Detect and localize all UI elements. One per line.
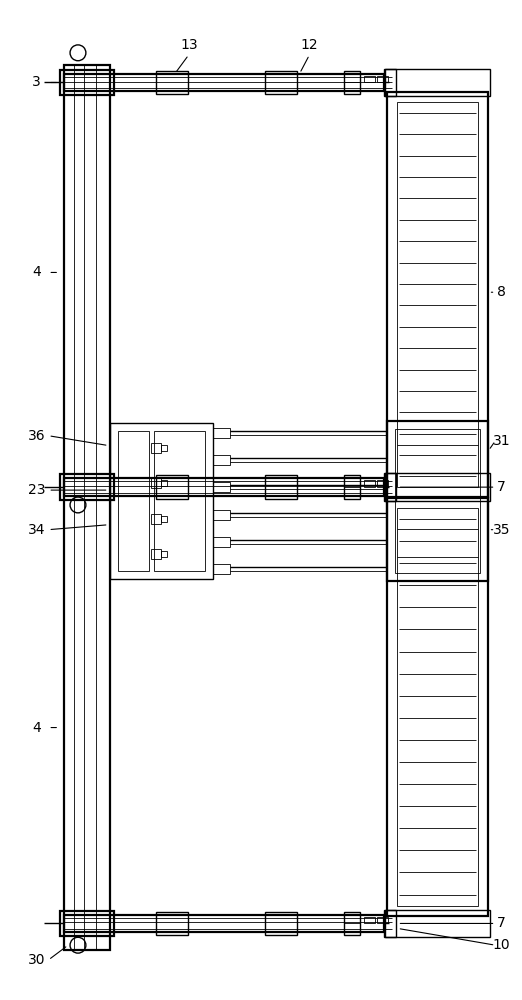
Bar: [397, 508, 478, 906]
Bar: [387, 421, 488, 581]
Text: 3: 3: [32, 75, 41, 89]
Bar: [151, 514, 161, 524]
Bar: [117, 431, 149, 571]
Text: 8: 8: [497, 285, 506, 299]
Bar: [384, 910, 396, 937]
Text: 31: 31: [493, 434, 510, 448]
Bar: [156, 71, 188, 94]
Text: 7: 7: [497, 480, 506, 494]
Text: 4: 4: [32, 721, 41, 735]
Bar: [64, 65, 110, 950]
Bar: [344, 475, 360, 499]
Bar: [161, 480, 167, 486]
Bar: [212, 510, 230, 520]
Bar: [212, 564, 230, 574]
Bar: [64, 74, 384, 91]
Bar: [265, 71, 296, 94]
Bar: [364, 480, 375, 487]
Bar: [385, 473, 490, 501]
Bar: [151, 549, 161, 559]
Bar: [387, 92, 488, 497]
Bar: [154, 431, 205, 571]
Bar: [377, 917, 388, 923]
Bar: [364, 76, 375, 82]
Bar: [384, 473, 396, 501]
Bar: [397, 102, 478, 487]
Bar: [161, 516, 167, 522]
Bar: [377, 76, 388, 82]
Text: 10: 10: [493, 938, 510, 952]
Bar: [64, 478, 384, 496]
Bar: [377, 480, 388, 487]
Bar: [385, 910, 490, 937]
Bar: [385, 69, 490, 96]
Bar: [60, 911, 114, 936]
Text: 12: 12: [301, 38, 318, 52]
Bar: [156, 475, 188, 499]
Bar: [265, 912, 296, 935]
Bar: [212, 455, 230, 465]
Bar: [64, 915, 384, 932]
Text: 30: 30: [28, 953, 45, 967]
Text: 35: 35: [493, 523, 510, 537]
Bar: [344, 71, 360, 94]
Bar: [212, 482, 230, 492]
Bar: [395, 429, 480, 573]
Bar: [161, 445, 167, 451]
Text: 7: 7: [497, 916, 506, 930]
Bar: [151, 443, 161, 453]
Bar: [212, 428, 230, 438]
Bar: [110, 423, 212, 579]
Text: 23: 23: [28, 483, 45, 497]
Bar: [265, 475, 296, 499]
Text: 13: 13: [180, 38, 198, 52]
Text: 34: 34: [28, 523, 45, 537]
Bar: [384, 69, 396, 96]
Bar: [151, 478, 161, 488]
Bar: [156, 912, 188, 935]
Text: 4: 4: [32, 265, 41, 279]
Bar: [161, 551, 167, 557]
Text: 36: 36: [28, 429, 45, 443]
Bar: [60, 70, 114, 95]
Bar: [364, 917, 375, 923]
Bar: [212, 537, 230, 547]
Bar: [60, 474, 114, 500]
Bar: [344, 912, 360, 935]
Bar: [387, 498, 488, 916]
